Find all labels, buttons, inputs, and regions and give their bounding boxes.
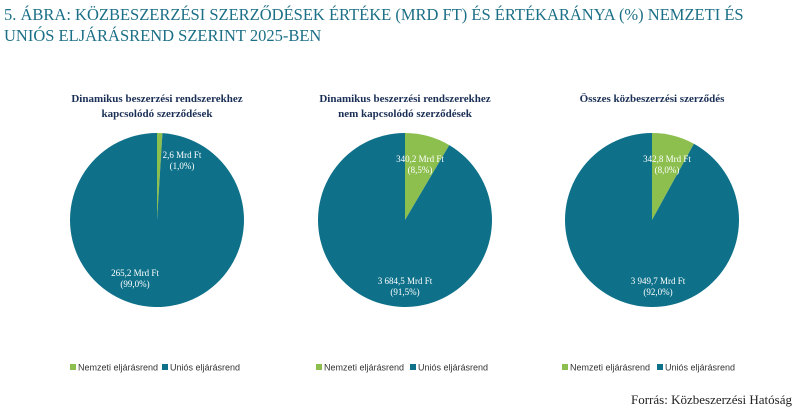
amount-label: 3 949,7 Mrd Ft: [631, 276, 686, 286]
legend-label: Uniós eljárásrend: [418, 362, 488, 372]
pie-slice: [405, 133, 450, 220]
chart-title: Dinamikus beszerzési rendszerekhez nem k…: [319, 93, 491, 120]
legend-swatch: [162, 364, 168, 370]
amount-label: 3 684,5 Mrd Ft: [378, 276, 433, 286]
legend-swatch: [562, 364, 568, 370]
pie-slice: [157, 133, 163, 220]
amount-label: 265,2 Mrd Ft: [111, 268, 159, 278]
legend-label: Nemzeti eljárásrend: [570, 362, 650, 372]
pie-slice: [565, 133, 740, 307]
value-label: (92,0%): [643, 287, 672, 297]
source: Forrás: Közbeszerzési Hatóság: [631, 392, 792, 407]
amount-label: 2,6 Mrd Ft: [163, 150, 202, 160]
legend-label: Nemzeti eljárásrend: [324, 362, 404, 372]
value-label: (1,0%): [170, 161, 195, 171]
legend-swatch: [657, 364, 663, 370]
legend-swatch: [410, 364, 416, 370]
legend-swatch: [316, 364, 322, 370]
amount-label: 342,8 Mrd Ft: [643, 154, 691, 164]
value-label: (99,0%): [120, 279, 149, 289]
amount-label: 340,2 Mrd Ft: [396, 154, 444, 164]
figure-title: 5. ÁBRA: KÖZBESZERZÉSI SZERZŐDÉSEK ÉRTÉK…: [4, 5, 744, 45]
chart-title: Összes közbeszerzési szerződés: [579, 93, 725, 105]
pie-slice: [69, 133, 244, 308]
value-label: (91,5%): [390, 287, 419, 297]
legend-swatch: [70, 364, 76, 370]
legend-label: Nemzeti eljárásrend: [78, 362, 158, 372]
legend-label: Uniós eljárásrend: [170, 362, 240, 372]
value-label: (8,5%): [408, 165, 433, 175]
value-label: (8,0%): [655, 165, 680, 175]
pie-slice: [652, 133, 694, 220]
pie-slice: [317, 133, 492, 307]
chart-title: Dinamikus beszerzési rendszerekhez kapcs…: [71, 93, 243, 120]
legend-label: Uniós eljárásrend: [665, 362, 735, 372]
